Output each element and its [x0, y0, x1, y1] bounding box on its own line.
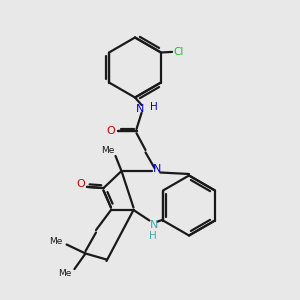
- Text: H: H: [149, 231, 157, 241]
- Text: Me: Me: [49, 237, 62, 246]
- Text: O: O: [106, 126, 116, 136]
- Text: Me: Me: [58, 269, 71, 278]
- Text: Cl: Cl: [174, 47, 184, 57]
- Text: N: N: [149, 220, 158, 230]
- Text: O: O: [76, 179, 85, 189]
- Text: H: H: [150, 102, 158, 112]
- Text: Me: Me: [101, 146, 115, 155]
- Text: N: N: [152, 164, 161, 174]
- Text: N: N: [136, 103, 144, 114]
